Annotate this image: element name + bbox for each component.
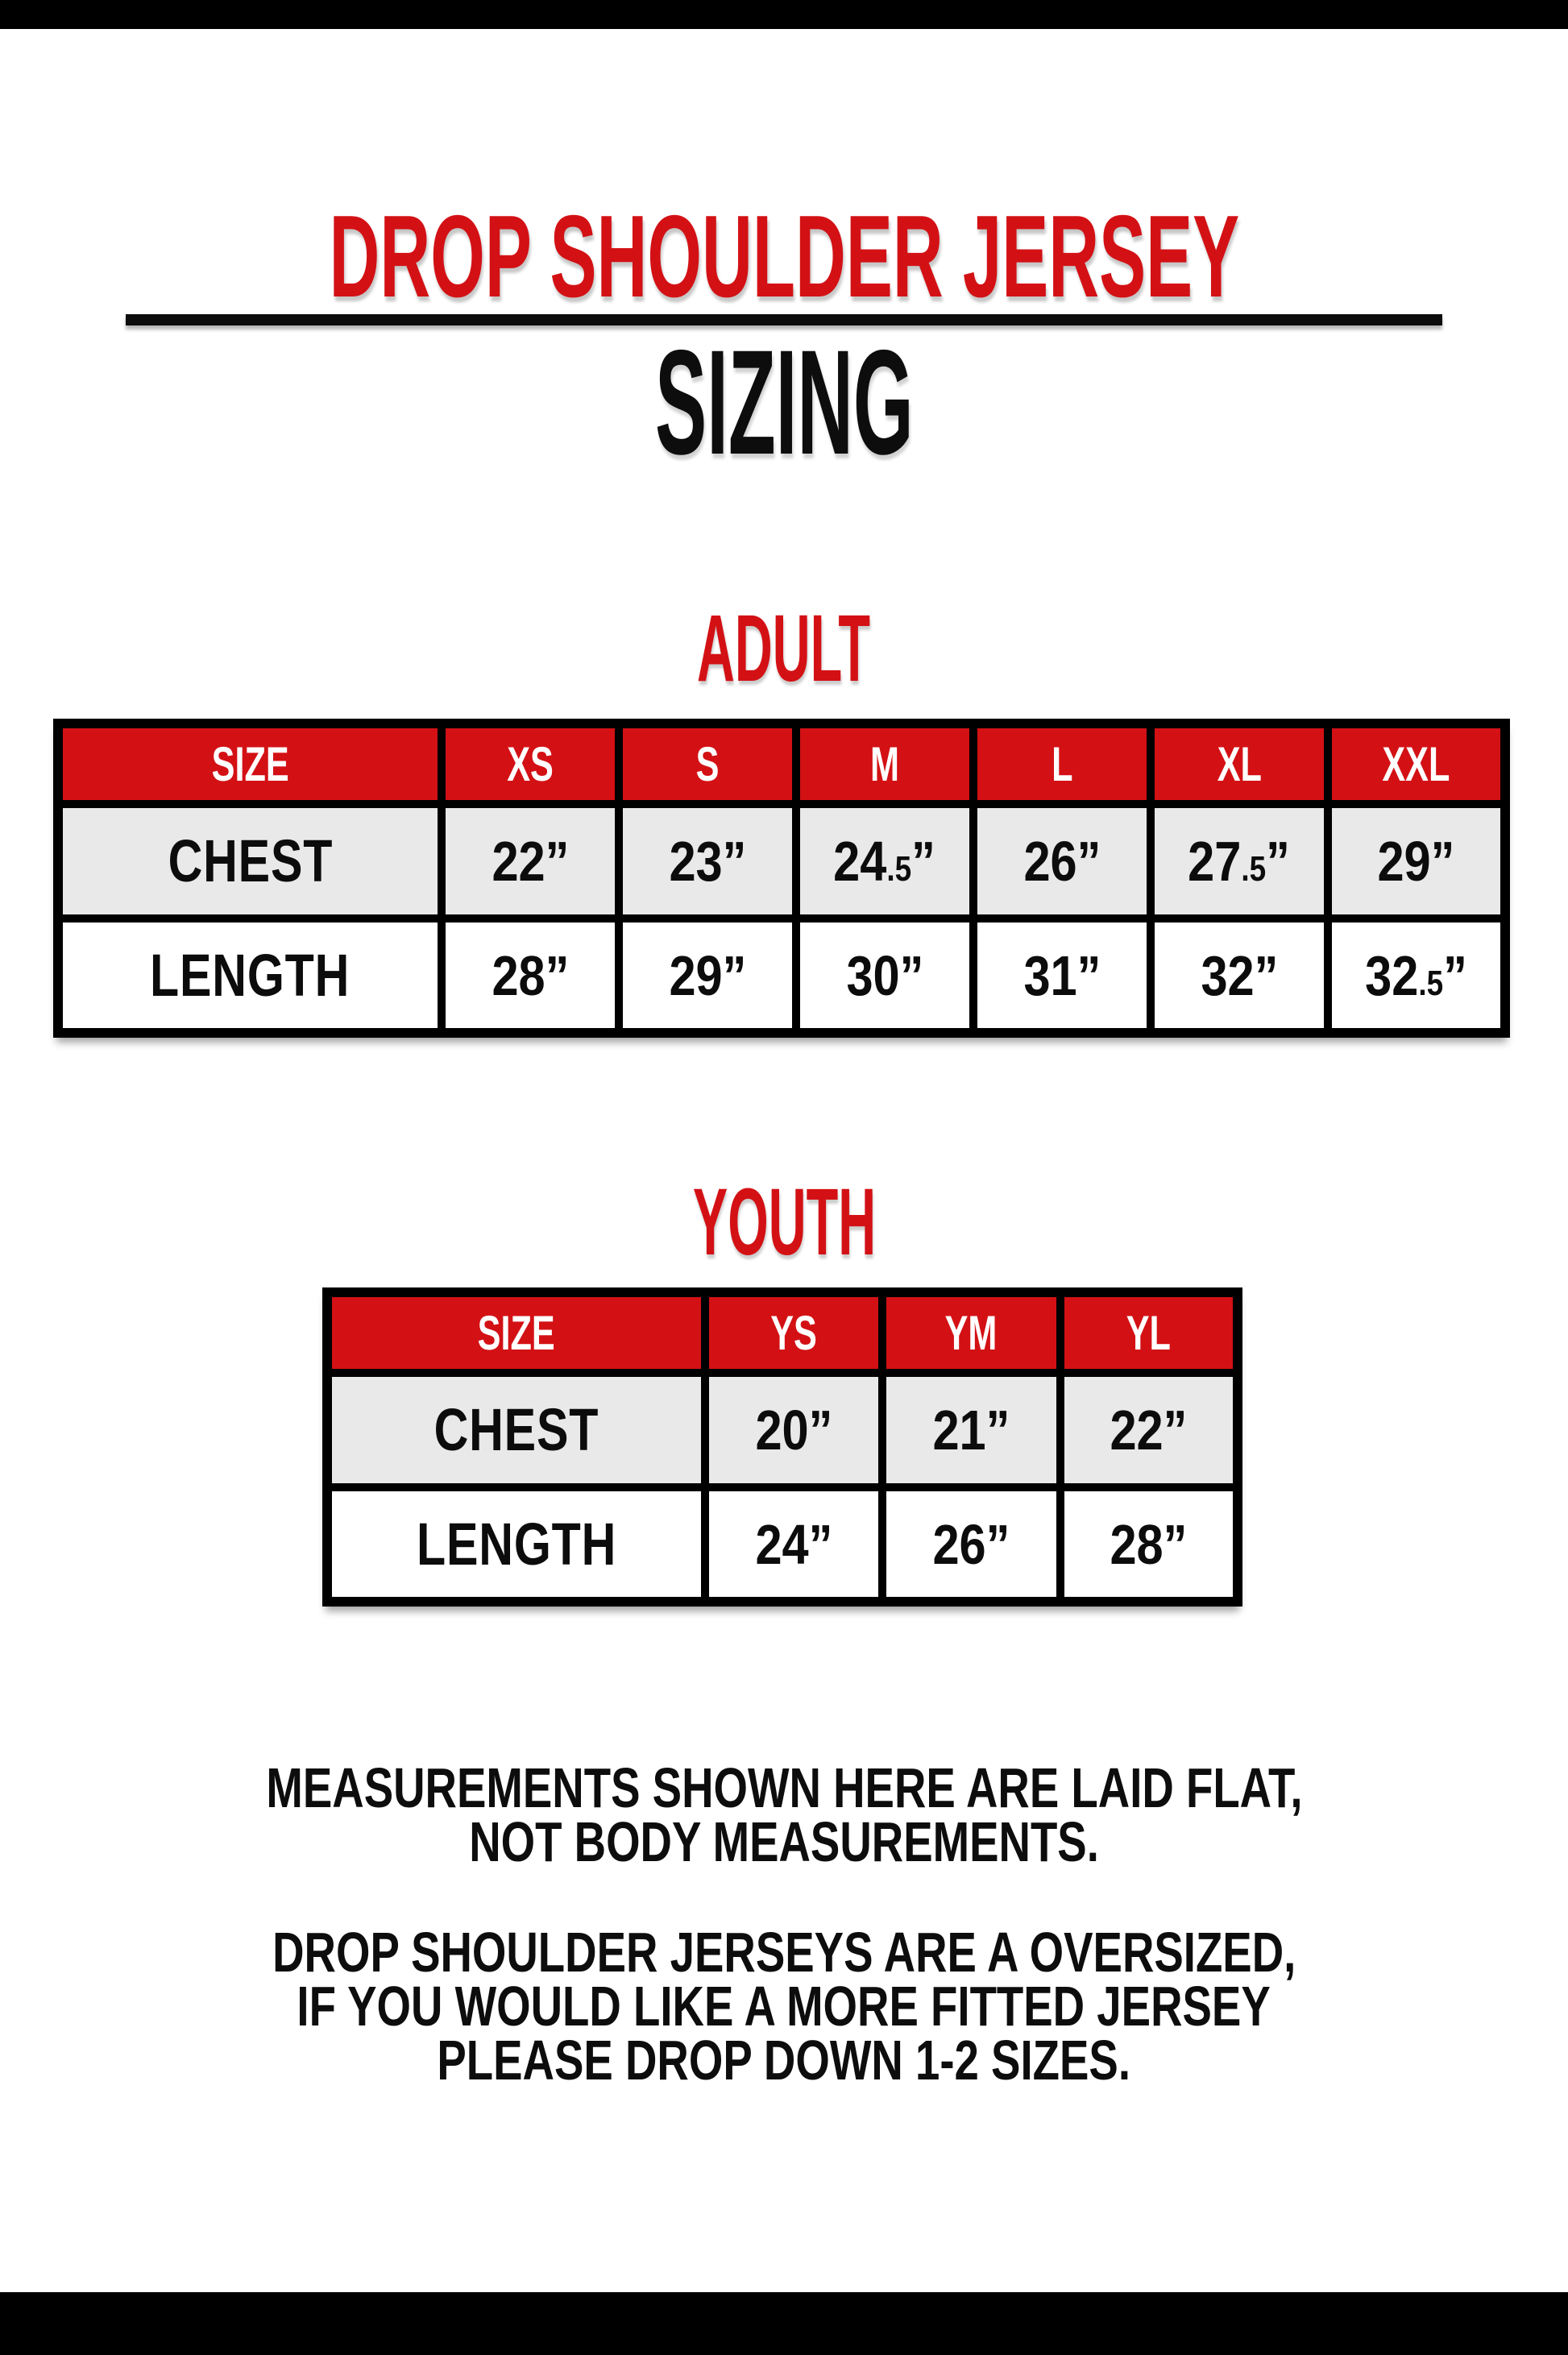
adult-section-heading-text: ADULT: [697, 595, 871, 702]
adult-col-header-xs: XS: [437, 719, 623, 808]
note-line: MEASUREMENTS SHOWN HERE ARE LAID FLAT,: [265, 1756, 1303, 1819]
youth-col-header-ym: YM: [878, 1288, 1064, 1377]
adult-row-length: LENGTH 28” 29” 30” 31” 32” 32.5”: [54, 914, 1510, 1037]
adult-col-header-xl: XL: [1146, 719, 1332, 808]
youth-col-header-ys: YS: [700, 1288, 887, 1377]
youth-length-value: 26”: [878, 1483, 1064, 1606]
youth-chest-value: 22”: [1056, 1369, 1242, 1491]
adult-row-label-length: LENGTH: [54, 914, 446, 1037]
adult-col-header-xxl: XXL: [1323, 719, 1510, 808]
note-oversized: DROP SHOULDER JERSEYS ARE A OVERSIZED, IF…: [0, 1921, 1568, 2092]
page-title: DROP SHOULDER JERSEY: [0, 198, 1568, 315]
page-title-text: DROP SHOULDER JERSEY: [329, 191, 1239, 321]
page-subtitle-text: SIZING: [654, 320, 914, 486]
youth-row-label-length: LENGTH: [323, 1483, 709, 1606]
adult-chest-value: 26”: [969, 800, 1155, 923]
adult-chest-value: 23”: [614, 800, 800, 923]
youth-row-chest: CHEST 20” 21” 22”: [323, 1369, 1242, 1491]
top-black-bar: [0, 0, 1568, 29]
youth-length-value: 24”: [700, 1483, 887, 1606]
adult-length-value: 30”: [791, 914, 977, 1037]
youth-row-label-chest: CHEST: [323, 1369, 709, 1491]
youth-row-length: LENGTH 24” 26” 28”: [323, 1483, 1242, 1606]
youth-chest-value: 20”: [700, 1369, 887, 1491]
youth-col-header-size: SIZE: [323, 1288, 709, 1377]
note-line: IF YOU WOULD LIKE A MORE FITTED JERSEY: [297, 1975, 1271, 2038]
youth-length-value: 28”: [1056, 1483, 1242, 1606]
adult-chest-value: 27.5”: [1146, 800, 1332, 923]
adult-col-header-size: SIZE: [54, 719, 446, 808]
adult-chest-value: 22”: [437, 800, 623, 923]
adult-length-value: 29”: [614, 914, 800, 1037]
youth-chest-value: 21”: [878, 1369, 1064, 1491]
note-line: PLEASE DROP DOWN 1-2 SIZES.: [437, 2029, 1131, 2092]
adult-length-value: 32.5”: [1323, 914, 1510, 1037]
adult-row-chest: CHEST 22” 23” 24.5” 26” 27.5” 29”: [54, 800, 1510, 923]
adult-section-heading: ADULT: [0, 601, 1568, 696]
adult-length-value: 31”: [969, 914, 1155, 1037]
title-divider-rule: [126, 314, 1442, 325]
adult-size-table: SIZE XS S M L XL XXL CHEST 22” 23” 24.5” 26” 27.5” 29…: [53, 719, 1510, 1038]
adult-chest-value: 29”: [1323, 800, 1510, 923]
page-subtitle: SIZING: [0, 329, 1568, 478]
youth-section-heading-text: YOUTH: [692, 1169, 876, 1275]
adult-length-value: 28”: [437, 914, 623, 1037]
youth-section-heading: YOUTH: [0, 1175, 1568, 1270]
adult-col-header-m: M: [791, 719, 977, 808]
youth-col-header-yl: YL: [1056, 1288, 1242, 1377]
adult-length-value: 32”: [1146, 914, 1332, 1037]
adult-col-header-l: L: [969, 719, 1155, 808]
bottom-black-bar: [0, 2292, 1568, 2355]
adult-chest-value: 24.5”: [791, 800, 977, 923]
adult-col-header-s: S: [614, 719, 800, 808]
note-line: NOT BODY MEASUREMENTS.: [469, 1810, 1099, 1873]
note-laid-flat: MEASUREMENTS SHOWN HERE ARE LAID FLAT, NO…: [0, 1756, 1568, 1873]
adult-row-label-chest: CHEST: [54, 800, 446, 923]
note-line: DROP SHOULDER JERSEYS ARE A OVERSIZED,: [272, 1921, 1296, 1984]
youth-size-table: SIZE YS YM YL CHEST 20” 21” 22” LENGTH 24” 26” 28”: [322, 1287, 1242, 1607]
